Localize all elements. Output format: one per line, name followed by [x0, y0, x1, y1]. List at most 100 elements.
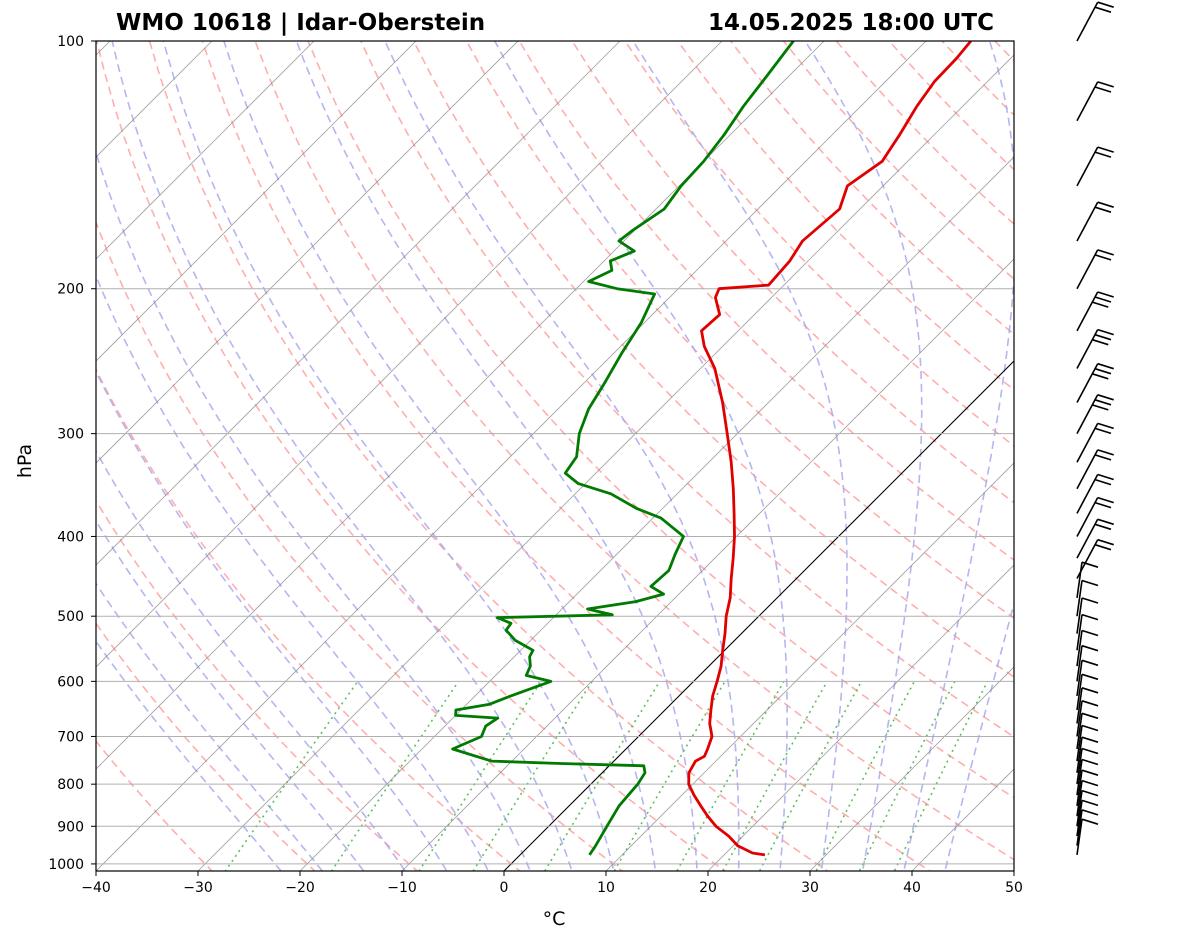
barb-flag [1092, 301, 1109, 308]
barb-staff [1076, 759, 1083, 796]
moist-adiabats [96, 41, 1014, 871]
barb-staff [1076, 423, 1099, 463]
wind-barb [1076, 81, 1114, 122]
y-tick-label: 400 [57, 529, 84, 545]
barb-flag [1097, 518, 1114, 526]
wind-barb [1076, 518, 1114, 559]
wind-barb [1076, 673, 1099, 711]
barb-staff [1076, 687, 1083, 724]
mixing-ratio-line [893, 681, 989, 871]
barb-staff [1076, 562, 1083, 598]
isotherm [605, 462, 1014, 871]
barb-flag [1081, 597, 1099, 604]
x-tick-label: −40 [81, 880, 111, 896]
wind-barb [1076, 644, 1099, 682]
x-tick-label: 30 [801, 880, 819, 896]
barb-staff [1076, 700, 1083, 737]
wind-barb [1076, 394, 1114, 435]
wind-barb [1076, 291, 1114, 332]
barb-staff [1076, 737, 1083, 773]
mixing-ratio-line [418, 680, 542, 871]
y-tick-label: 700 [57, 729, 84, 745]
barb-flag [1097, 496, 1114, 504]
moist-adiabat [96, 150, 532, 871]
barb-flag [1081, 673, 1099, 681]
barb-staff [1076, 614, 1083, 651]
barb-staff [1076, 249, 1099, 290]
barb-staff [1076, 474, 1099, 514]
mixing-ratio-line [224, 680, 359, 871]
y-tick-label: 200 [57, 282, 84, 298]
barb-flag [1097, 394, 1114, 401]
dry-adiabat [201, 41, 932, 871]
barb-flag [1097, 146, 1114, 153]
temperature-profile [687, 41, 972, 857]
barb-staff [1076, 809, 1083, 846]
wind-barbs [1076, 1, 1114, 855]
isotherms [96, 41, 1014, 871]
sounding-profiles [451, 41, 972, 857]
mixing-ratio-line [858, 681, 956, 871]
barb-staff [1076, 539, 1099, 579]
isotherm [96, 41, 723, 668]
mixing-ratio-line [758, 681, 863, 871]
barb-flag [1081, 818, 1099, 825]
x-axis-label: °C [543, 908, 566, 930]
dry-adiabat [571, 41, 1014, 504]
barb-flag [1081, 799, 1099, 807]
wind-barb [1076, 724, 1099, 762]
mixing-ratio-line [543, 680, 661, 871]
wind-barb [1076, 700, 1099, 737]
barb-flag [1081, 659, 1099, 667]
y-tick-label: 600 [57, 674, 84, 690]
isotherm [401, 258, 1014, 871]
mixing-ratio-line [613, 680, 726, 871]
pressure-gridlines [96, 41, 1014, 865]
x-tick-label: 50 [1005, 880, 1023, 896]
moist-adiabat [96, 449, 407, 871]
dry-adiabat [360, 41, 1014, 738]
mixing-ratio-line [330, 680, 460, 871]
isotherm [96, 41, 927, 871]
wind-barb [1076, 449, 1114, 490]
wind-barb [1076, 747, 1099, 785]
mixing-ratio-line [815, 681, 916, 871]
x-tick-label: 0 [500, 880, 509, 896]
wind-barb [1076, 736, 1099, 773]
moist-adiabat [295, 41, 698, 871]
x-axis-ticks: −40 −30 −20 −10 0 10 20 30 40 50 [81, 871, 1023, 896]
isotherm [707, 564, 1014, 871]
barb-flag [1097, 81, 1114, 88]
dry-adiabat [307, 41, 1014, 799]
barb-staff [1076, 497, 1099, 537]
mixing-ratio-line [722, 681, 828, 871]
dry-adiabat [624, 41, 1014, 448]
isotherm [96, 41, 519, 464]
barb-flag [1081, 724, 1099, 732]
isotherm [809, 666, 1014, 871]
wind-barb [1076, 818, 1099, 855]
barb-flag [1094, 254, 1112, 261]
barb-staff [1076, 770, 1083, 806]
barb-flag [1094, 367, 1112, 375]
barb-flag [1081, 579, 1099, 587]
barb-flag [1081, 613, 1099, 621]
barb-staff [1076, 146, 1099, 187]
barb-flag [1081, 758, 1099, 766]
barb-staff [1076, 645, 1083, 682]
wind-barb [1076, 249, 1114, 290]
dry-adiabat [254, 41, 1014, 861]
barb-flag [1092, 404, 1109, 411]
dry-adiabat [1101, 41, 1181, 881]
moist-adiabat [162, 41, 615, 871]
wind-barb [1076, 579, 1099, 617]
barb-flag [1092, 338, 1109, 346]
wind-barb [1076, 629, 1099, 667]
moist-adiabat [944, 600, 1014, 871]
wind-barb [1076, 496, 1114, 537]
y-tick-label: 500 [57, 609, 84, 625]
barb-flag [1097, 362, 1114, 370]
dry-adiabat [96, 739, 214, 871]
dry-adiabat [96, 622, 316, 871]
moist-adiabat [96, 369, 448, 871]
